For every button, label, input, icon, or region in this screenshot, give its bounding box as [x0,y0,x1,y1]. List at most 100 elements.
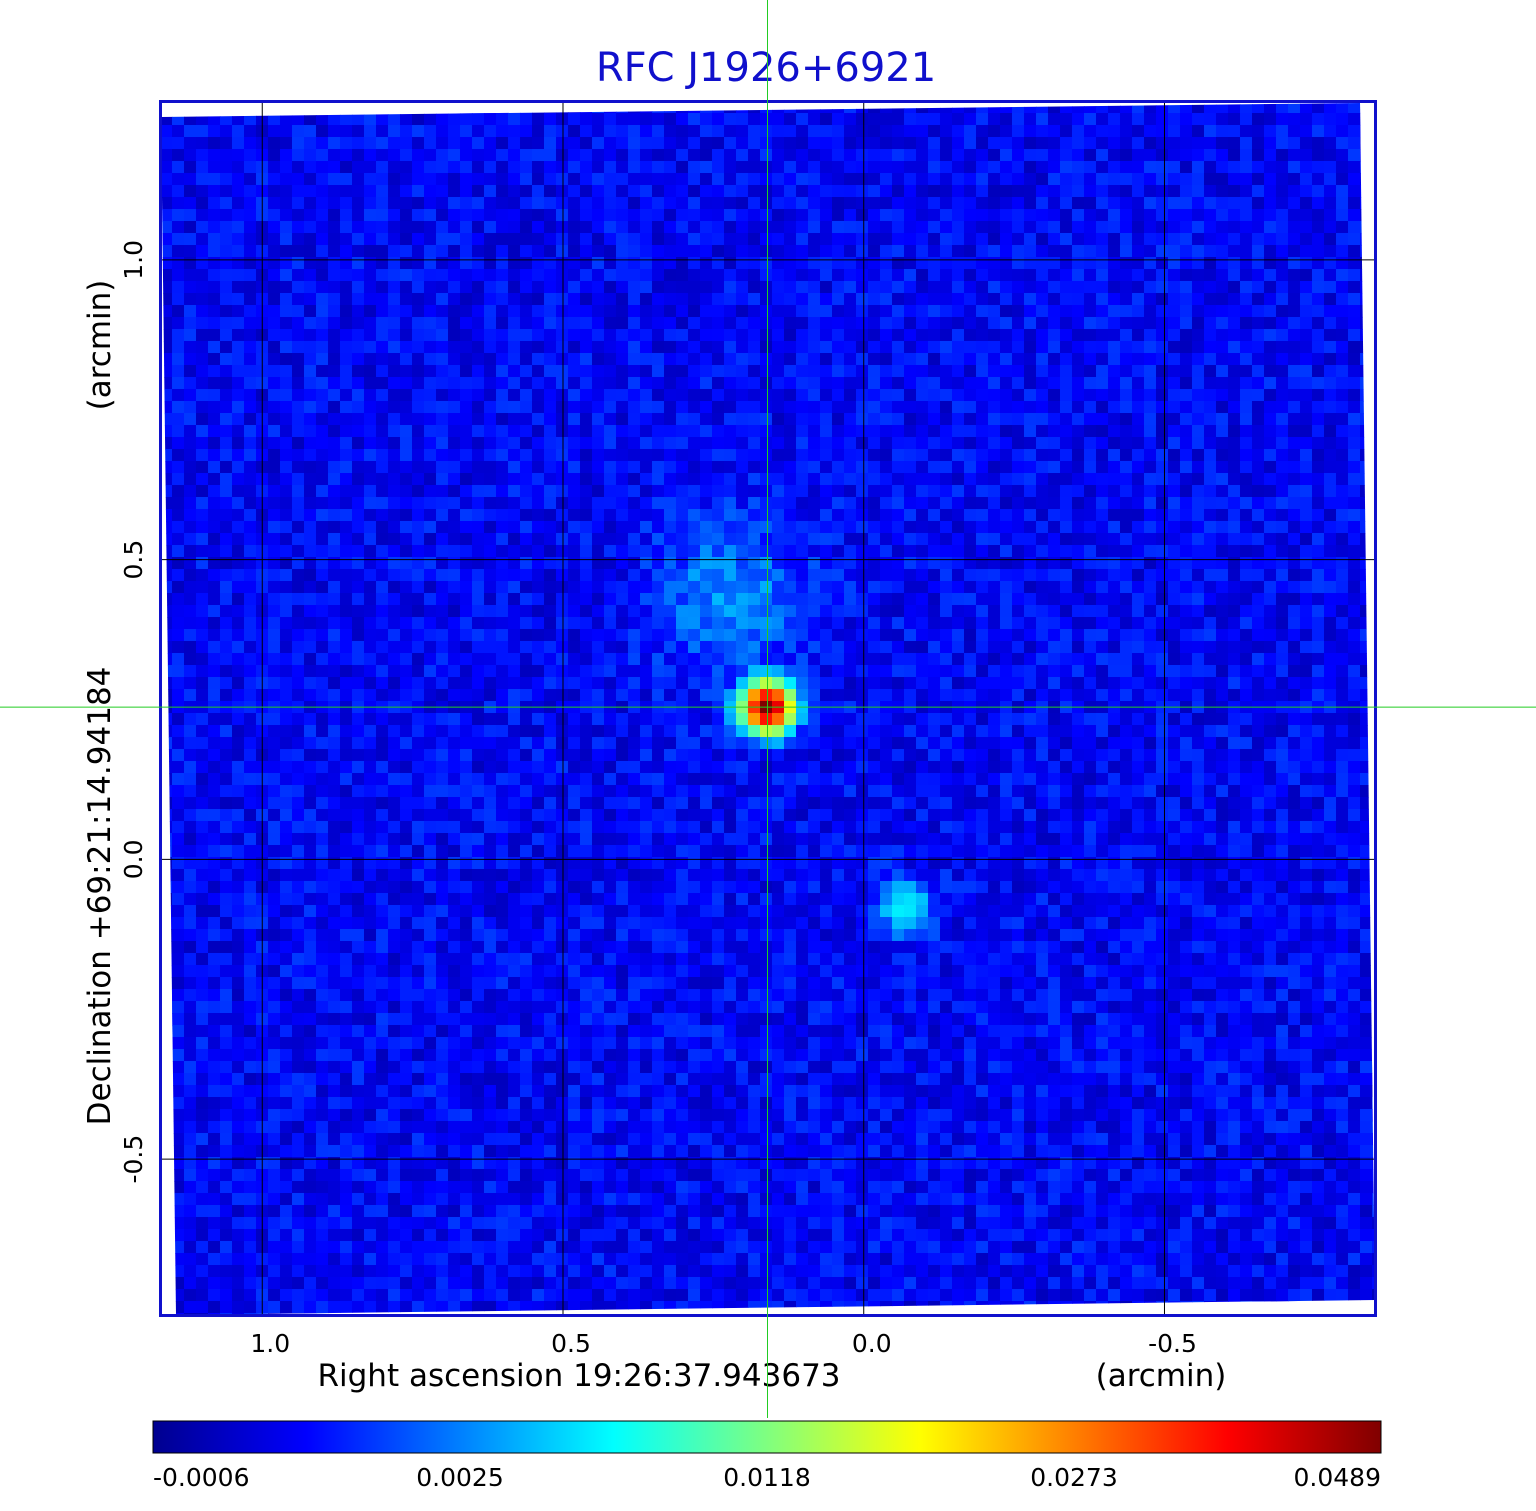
map-pixel [1204,545,1217,558]
map-pixel [1156,665,1169,678]
map-pixel [268,653,281,666]
map-pixel [1216,521,1229,534]
map-pixel [244,593,257,606]
map-pixel [292,545,305,558]
map-pixel [436,617,449,630]
map-pixel [268,461,281,474]
map-pixel [244,173,257,186]
map-pixel [748,305,761,318]
map-pixel [412,293,425,306]
map-pixel [916,557,929,570]
map-pixel [604,353,617,366]
map-pixel [208,173,221,186]
map-pixel [892,629,905,642]
map-pixel [844,245,857,258]
map-pixel [628,677,641,690]
map-pixel [1072,545,1085,558]
map-pixel [1168,533,1181,546]
map-pixel [736,353,749,366]
map-pixel [400,509,413,522]
map-pixel [712,137,725,150]
map-pixel [1156,629,1169,642]
map-pixel [448,521,461,534]
map-pixel [1288,653,1301,666]
map-pixel [1264,449,1277,462]
map-pixel [424,413,437,426]
map-pixel [1180,413,1193,426]
map-pixel [184,593,197,606]
map-pixel [388,521,401,534]
map-pixel [928,173,941,186]
map-pixel [760,221,773,234]
map-pixel [400,161,413,174]
map-pixel [916,677,929,690]
map-pixel [1228,557,1241,570]
map-pixel [1108,665,1121,678]
map-pixel [1312,125,1325,138]
map-pixel [652,125,665,138]
map-pixel [868,389,881,402]
map-pixel [1336,305,1349,318]
map-pixel [1372,569,1375,582]
map-pixel [964,473,977,486]
map-pixel [724,509,737,522]
map-pixel [1048,557,1061,570]
map-pixel [496,569,509,582]
map-pixel [460,509,473,522]
map-pixel [1228,641,1241,654]
map-pixel [712,425,725,438]
map-pixel [928,677,941,690]
map-pixel [952,401,965,414]
map-pixel [1144,521,1157,534]
map-pixel [460,137,473,150]
map-pixel [184,257,197,270]
map-pixel [496,401,509,414]
map-pixel [268,269,281,282]
map-pixel [940,593,953,606]
map-pixel [904,653,917,666]
map-pixel [532,257,545,270]
map-pixel [1072,125,1085,138]
map-pixel [352,641,365,654]
map-pixel [676,401,689,414]
map-pixel [1348,605,1361,618]
map-pixel [844,305,857,318]
map-pixel [988,425,1001,438]
map-pixel [1276,605,1289,618]
map-pixel [652,533,665,546]
map-pixel [700,461,713,474]
map-pixel [712,185,725,198]
map-pixel [1024,269,1037,282]
map-pixel [700,293,713,306]
map-pixel [928,341,941,354]
map-pixel [1000,197,1013,210]
map-pixel [652,281,665,294]
map-pixel [1144,233,1157,246]
map-pixel [328,425,341,438]
map-pixel [1024,509,1037,522]
map-pixel [208,413,221,426]
map-pixel [1048,281,1061,294]
map-pixel [988,293,1001,306]
map-pixel [1360,233,1373,246]
map-pixel [676,233,689,246]
map-pixel [1096,605,1109,618]
map-pixel [161,353,173,366]
map-pixel [352,125,365,138]
map-pixel [1096,317,1109,330]
map-pixel [1144,125,1157,138]
map-pixel [1204,521,1217,534]
map-pixel [172,605,185,618]
map-pixel [736,473,749,486]
map-pixel [676,449,689,462]
map-pixel [1120,569,1133,582]
map-pixel [1132,149,1145,162]
map-pixel [460,449,473,462]
map-pixel [760,257,773,270]
map-pixel [1072,413,1085,426]
map-pixel [1168,653,1181,666]
map-pixel [1324,329,1337,342]
map-pixel [520,257,533,270]
map-pixel [748,317,761,330]
map-pixel [1012,137,1025,150]
